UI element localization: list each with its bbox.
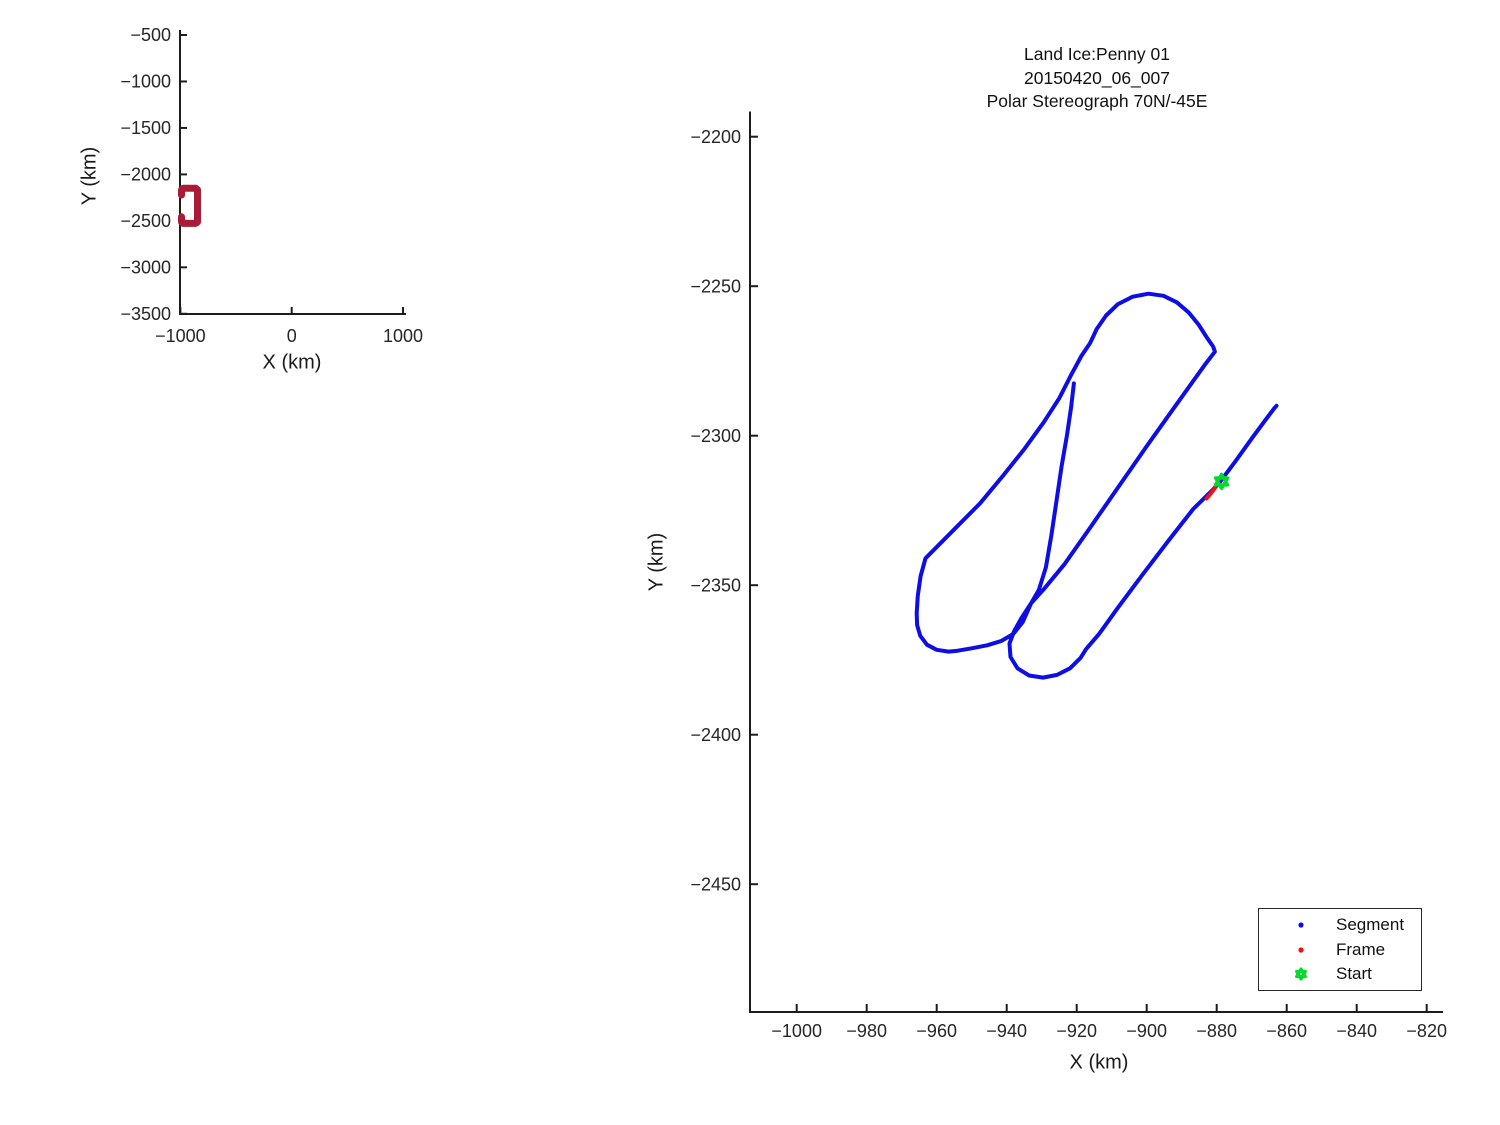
start-marker-icon <box>1292 965 1310 983</box>
legend-row-frame: Frame <box>1259 938 1421 963</box>
y-tick-label: −2250 <box>690 276 741 296</box>
y-tick-label: −2400 <box>690 725 741 745</box>
legend-row-segment: Segment <box>1259 913 1421 938</box>
main-x-axis-label: X (km) <box>1069 1051 1129 1074</box>
x-tick-label: −1000 <box>155 326 206 346</box>
legend: Segment Frame Start <box>1258 908 1422 991</box>
y-tick-label: −2350 <box>690 575 741 595</box>
title-line-campaign: Land Ice:Penny 01 <box>1024 44 1170 64</box>
y-tick-label: −1000 <box>120 72 171 92</box>
title-line-segment-id: 20150420_06_007 <box>1024 67 1170 88</box>
x-tick-label: −840 <box>1336 1021 1377 1041</box>
frame-dot-icon <box>1292 941 1310 959</box>
x-tick-label: −920 <box>1056 1021 1097 1041</box>
legend-label-frame: Frame <box>1336 939 1386 959</box>
y-tick-label: −3000 <box>120 258 171 278</box>
x-tick-label: −900 <box>1126 1021 1167 1041</box>
y-tick-label: −3500 <box>120 304 171 324</box>
x-tick-label: −940 <box>986 1021 1027 1041</box>
legend-row-start: Start <box>1259 962 1421 987</box>
x-tick-label: −980 <box>846 1021 887 1041</box>
x-tick-label: −960 <box>916 1021 957 1041</box>
main-y-axis-label: Y (km) <box>645 532 668 592</box>
legend-label-segment: Segment <box>1336 915 1405 935</box>
series-frame-line <box>1204 486 1217 501</box>
x-tick-label: −1000 <box>771 1021 822 1041</box>
segment-dot-icon <box>1292 916 1310 934</box>
y-tick-label: −2200 <box>690 127 741 147</box>
title-line-projection: Polar Stereograph 70N/-45E <box>986 91 1208 111</box>
y-tick-label: −2500 <box>120 211 171 231</box>
y-tick-label: −2450 <box>690 874 741 894</box>
x-tick-label: −880 <box>1196 1021 1237 1041</box>
series-start-marker <box>1213 472 1230 491</box>
x-tick-label: −860 <box>1266 1021 1307 1041</box>
y-tick-label: −1500 <box>120 118 171 138</box>
y-tick-label: −500 <box>130 25 171 45</box>
y-tick-label: −2300 <box>690 426 741 446</box>
overview-y-axis-label: Y (km) <box>78 146 101 206</box>
series-segment-line <box>914 291 1279 680</box>
x-tick-label: 0 <box>287 326 297 346</box>
x-tick-label: 1000 <box>383 326 423 346</box>
overview-x-axis-label: X (km) <box>262 351 322 374</box>
legend-label-start: Start <box>1336 964 1372 984</box>
x-tick-label: −820 <box>1406 1021 1447 1041</box>
main-chart-title: Land Ice:Penny 01 20150420_06_007 Polar … <box>750 43 1444 114</box>
y-tick-label: −2000 <box>120 165 171 185</box>
series-flight-track-extent-line <box>178 184 201 227</box>
